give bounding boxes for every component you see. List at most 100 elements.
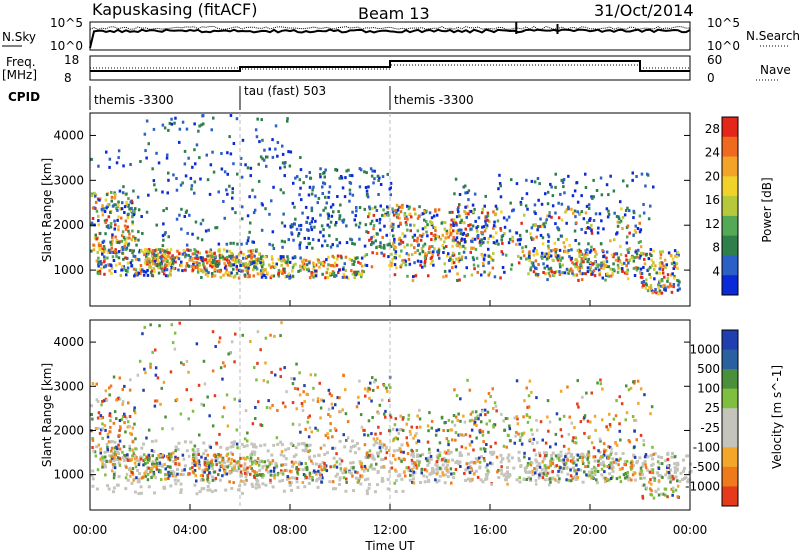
- ground-scatter-cell: [229, 445, 233, 449]
- velocity-cell: [200, 402, 203, 406]
- power-cell: [558, 256, 561, 260]
- velocity-cell: [115, 398, 118, 402]
- power-cell: [166, 191, 169, 195]
- power-cell: [339, 254, 343, 258]
- power-cell: [562, 178, 566, 181]
- power-cell: [471, 210, 474, 214]
- power-cell: [184, 174, 188, 178]
- velocity-cell: [218, 336, 222, 340]
- power-cell: [477, 216, 481, 220]
- power-cell: [264, 207, 267, 211]
- velocity-cell: [192, 459, 196, 463]
- power-cell: [677, 253, 680, 257]
- velocity-cell: [553, 477, 557, 481]
- velocity-cell: [283, 366, 286, 370]
- power-cell: [331, 254, 334, 258]
- velocity-cell: [657, 487, 660, 491]
- power-cell: [160, 256, 163, 260]
- ground-scatter-cell: [259, 444, 263, 448]
- power-cell: [164, 257, 167, 261]
- ground-scatter-cell: [443, 473, 447, 477]
- velocity-cell: [199, 474, 203, 477]
- velocity-colorbar-tick: 1000: [689, 343, 720, 357]
- velocity-cell: [226, 465, 229, 469]
- power-cell: [190, 187, 193, 191]
- power-cell: [153, 183, 156, 187]
- power-cell: [359, 168, 363, 172]
- velocity-cell: [486, 469, 489, 473]
- velocity-cell: [211, 369, 215, 373]
- velocity-cell: [549, 480, 552, 484]
- power-cell: [499, 228, 503, 232]
- power-cell: [413, 261, 416, 265]
- velocity-cell: [126, 425, 129, 429]
- velocity-cell: [144, 474, 148, 478]
- power-cell: [546, 190, 550, 194]
- power-cell: [344, 269, 347, 272]
- velocity-cell: [204, 456, 207, 460]
- power-cell: [106, 256, 109, 260]
- power-cell: [572, 211, 575, 215]
- power-cell: [533, 210, 536, 214]
- power-cell: [532, 270, 536, 274]
- power-cell: [300, 260, 304, 264]
- velocity-cell: [660, 492, 663, 496]
- velocity-cell: [104, 428, 107, 432]
- power-cell: [560, 178, 563, 182]
- velocity-cell: [483, 449, 487, 453]
- nave-tick-top: 60: [707, 53, 722, 67]
- power-cell: [145, 248, 148, 251]
- velocity-cell: [298, 371, 301, 375]
- velocity-cell: [161, 453, 164, 457]
- power-cell: [638, 230, 642, 234]
- power-cell: [640, 251, 643, 255]
- power-cell: [343, 275, 347, 279]
- power-cell: [382, 208, 385, 212]
- power-cell: [132, 267, 136, 271]
- power-cell: [157, 259, 160, 263]
- ground-scatter-cell: [590, 467, 594, 471]
- power-cell: [327, 216, 330, 220]
- velocity-cell: [139, 457, 143, 461]
- power-cell: [252, 261, 255, 265]
- power-cell: [314, 219, 317, 223]
- power-cell: [571, 271, 574, 275]
- power-cell: [372, 224, 376, 228]
- velocity-cell: [354, 470, 357, 474]
- velocity-cell: [570, 421, 573, 425]
- power-cell: [308, 222, 312, 226]
- power-cell: [146, 268, 149, 272]
- velocity-cell: [620, 402, 624, 406]
- power-cell: [100, 207, 104, 211]
- velocity-cell: [400, 459, 403, 463]
- velocity-cell: [187, 472, 190, 476]
- power-cell: [228, 254, 231, 258]
- power-cell: [592, 219, 596, 222]
- velocity-cell: [473, 420, 477, 424]
- power-cell: [648, 272, 651, 276]
- power-cell: [231, 191, 234, 195]
- velocity-cell: [369, 464, 373, 468]
- power-cell: [249, 221, 252, 225]
- power-cell: [268, 242, 271, 246]
- velocity-cell: [344, 470, 348, 474]
- power-cell: [443, 221, 447, 225]
- velocity-cell: [608, 478, 611, 482]
- power-cell: [405, 252, 409, 256]
- velocity-cell: [272, 469, 276, 473]
- velocity-colorbar-swatch: [722, 369, 738, 390]
- power-cell: [479, 239, 482, 243]
- power-cell: [106, 249, 109, 253]
- power-cell: [636, 266, 640, 270]
- velocity-cell: [195, 479, 198, 483]
- velocity-cell: [296, 467, 300, 471]
- power-cell: [601, 276, 604, 280]
- velocity-cell: [495, 455, 499, 459]
- velocity-cell: [440, 416, 444, 420]
- velocity-cell: [305, 465, 309, 469]
- velocity-cell: [396, 437, 399, 441]
- power-cell: [602, 260, 605, 264]
- power-cell: [439, 237, 443, 241]
- range-tick-label: 3000: [53, 173, 84, 187]
- power-cell: [319, 230, 322, 234]
